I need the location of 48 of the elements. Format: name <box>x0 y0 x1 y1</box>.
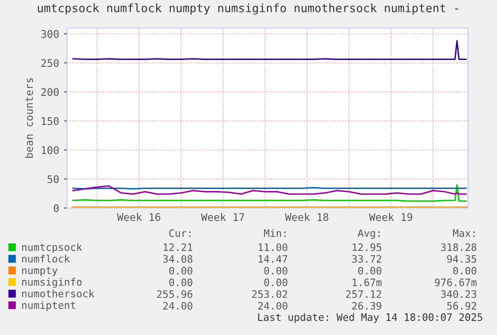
text: 14.47 <box>258 255 288 263</box>
y-tick-label: 150 <box>42 117 59 126</box>
text: 94.35 <box>447 255 476 263</box>
text: Cur: <box>169 229 191 237</box>
text: 56.92 <box>447 302 476 310</box>
text: 24.00 <box>163 302 192 310</box>
text: 253.02 <box>252 290 288 298</box>
text: 0.00 <box>169 266 192 274</box>
y-tick-label: 200 <box>41 88 59 96</box>
text: 33.72 <box>352 255 382 263</box>
y-tick-label: 50 <box>48 175 59 184</box>
text: 0.00 <box>453 266 476 274</box>
text: 1.67m <box>352 278 382 286</box>
text: 976.67m <box>434 278 477 286</box>
text: 34.08 <box>163 255 192 263</box>
y-tick-label: 250 <box>41 59 59 67</box>
y-axis-title: bean counters <box>24 78 33 158</box>
text: 0.00 <box>358 266 382 274</box>
y-tick-label: 0 <box>54 204 59 212</box>
text: Max: <box>453 229 475 237</box>
x-tick-label: Week 19 <box>369 212 412 221</box>
text: 11.00 <box>258 243 288 252</box>
text: 12.21 <box>164 243 192 251</box>
text: 12.95 <box>352 243 382 252</box>
x-tick-label: Week 17 <box>201 212 244 221</box>
text: 0.00 <box>169 278 192 286</box>
text: 26.39 <box>352 302 382 310</box>
text: 24.00 <box>258 302 288 310</box>
text: 0.00 <box>264 266 288 274</box>
text: 257.12 <box>346 290 382 298</box>
legend-label: numpty <box>22 266 58 276</box>
y-tick-label: 300 <box>41 30 59 38</box>
legend-label: numtcpsock <box>22 243 82 253</box>
chart-title: umtcpsock numflock numpty numsiginfo numothersock numiptent - <box>38 3 458 15</box>
legend-label: numsiginfo <box>22 278 82 288</box>
text: 255.96 <box>157 290 192 298</box>
text: 0.00 <box>264 278 288 286</box>
text: Min: <box>264 229 286 237</box>
legend-label: numothersock <box>22 290 94 298</box>
legend-label: numiptent <box>22 301 76 311</box>
text: 318.28 <box>441 243 476 252</box>
legend-label: numflock <box>22 254 70 263</box>
text: 340.23 <box>441 290 476 298</box>
text: Avg: <box>358 229 380 239</box>
x-tick-label: Week 18 <box>285 212 328 221</box>
y-tick-label: 100 <box>42 146 59 154</box>
x-tick-label: Week 16 <box>117 212 160 221</box>
text: Last update: Wed May 14 18:00:07 2025 <box>258 313 482 323</box>
